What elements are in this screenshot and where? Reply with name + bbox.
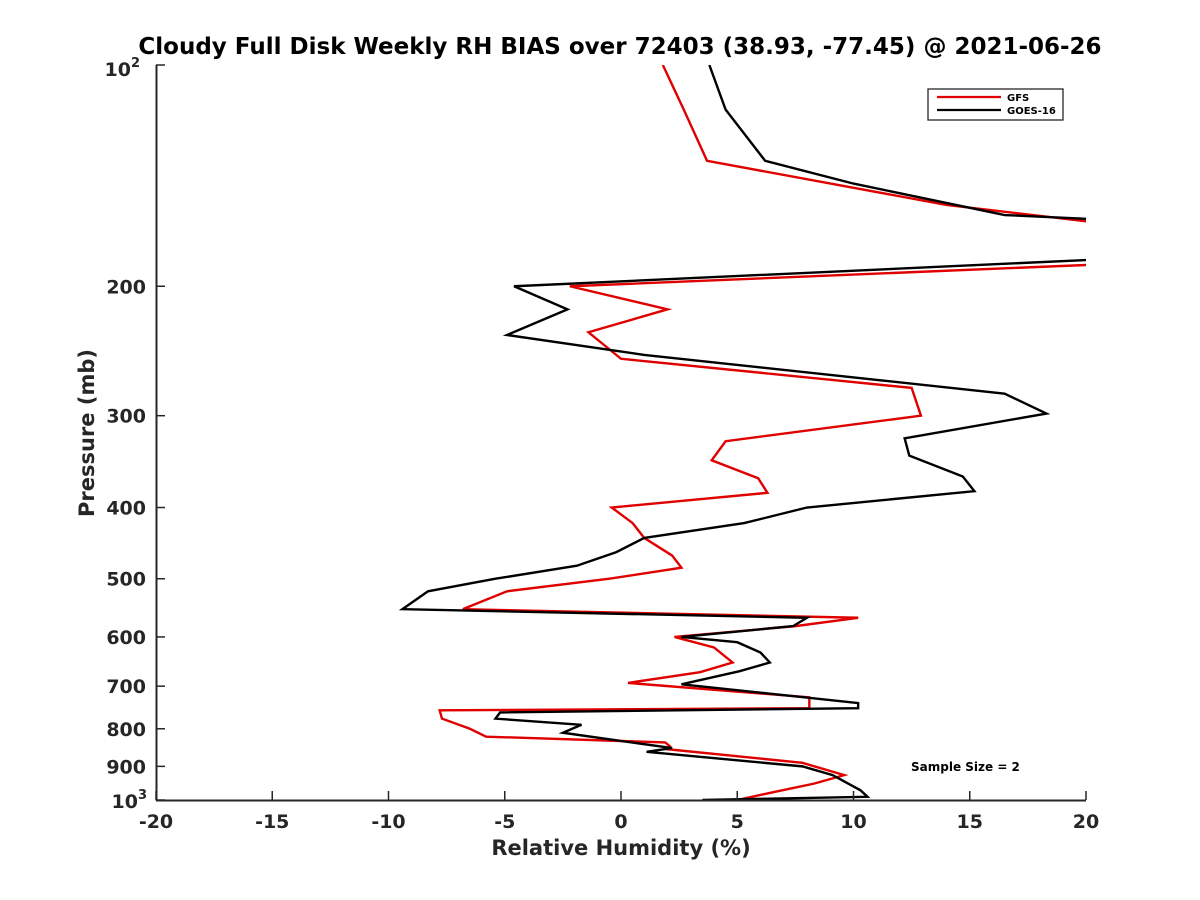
y-tick-label: 700 (106, 676, 146, 698)
y-tick-bottom-label: 103 (112, 788, 148, 813)
y-tick-top-exp: 2 (131, 56, 140, 71)
y-tick-label: 600 (106, 627, 146, 649)
legend: GFS GOES-16 (927, 88, 1064, 121)
plot-series-group (398, 65, 1086, 800)
y-tick-bottom-exp: 3 (138, 788, 147, 803)
x-tick-label: -10 (371, 811, 405, 833)
y-tick-top-label: 102 (105, 56, 141, 81)
x-tick-label: 5 (731, 811, 744, 833)
y-tick-label: 800 (106, 719, 146, 741)
y-tick-bottom-base: 10 (112, 791, 138, 813)
sample-size-annotation: Sample Size = 2 (911, 760, 1020, 774)
series-line-gfs (438, 65, 1086, 800)
x-tick-label: 20 (1073, 811, 1099, 833)
chart-title: Cloudy Full Disk Weekly RH BIAS over 724… (138, 34, 1101, 60)
y-ticks-group: 200 300 400 500 600 700 800 900 (106, 64, 165, 801)
y-tick-label: 400 (106, 498, 146, 520)
y-axis-label: Pressure (mb) (75, 349, 99, 517)
y-tick-label: 300 (106, 406, 146, 428)
svg-text:103: 103 (112, 788, 148, 813)
y-tick-top-base: 10 (105, 59, 131, 81)
x-tick-label: 15 (957, 811, 983, 833)
legend-label-goes16: GOES-16 (1007, 106, 1056, 117)
axes-frame (155, 65, 1086, 802)
x-tick-label: 0 (614, 811, 627, 833)
x-tick-label: -20 (139, 811, 173, 833)
x-tick-label: -5 (494, 811, 515, 833)
svg-text:102: 102 (105, 56, 141, 81)
x-tick-label: -15 (255, 811, 289, 833)
legend-box (927, 88, 1064, 121)
y-tick-label: 900 (106, 756, 146, 778)
legend-label-gfs: GFS (1007, 93, 1029, 104)
series-line-goes16 (398, 65, 1086, 800)
x-axis-label: Relative Humidity (%) (491, 836, 750, 860)
x-tick-label: 10 (840, 811, 866, 833)
x-ticks-group: -20 -15 -10 -5 0 5 10 15 20 (139, 791, 1099, 833)
y-tick-label: 500 (106, 569, 146, 591)
y-tick-label: 200 (106, 276, 146, 298)
